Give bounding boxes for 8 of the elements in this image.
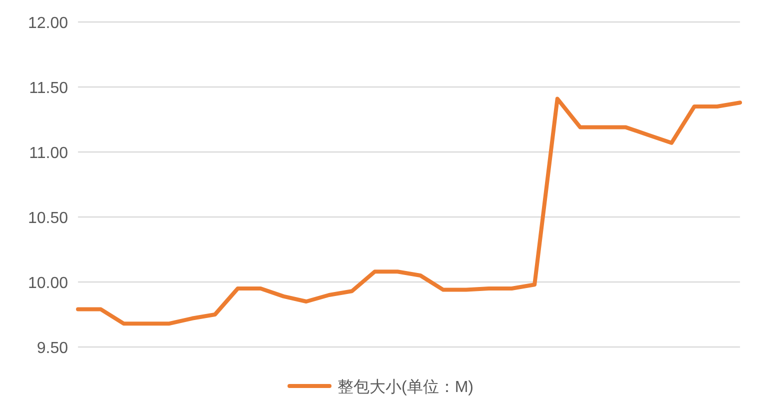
line-series — [76, 96, 742, 326]
y-tick-label: 9.50 — [36, 340, 68, 357]
legend-label: 整包大小(单位：M) — [338, 378, 474, 396]
y-tick-label: 12.00 — [28, 15, 68, 32]
y-tick-label: 10.50 — [28, 210, 68, 227]
y-tick-label: 10.00 — [28, 275, 68, 292]
y-tick-label: 11.50 — [29, 80, 68, 97]
y-tick-label: 11.00 — [29, 145, 68, 162]
